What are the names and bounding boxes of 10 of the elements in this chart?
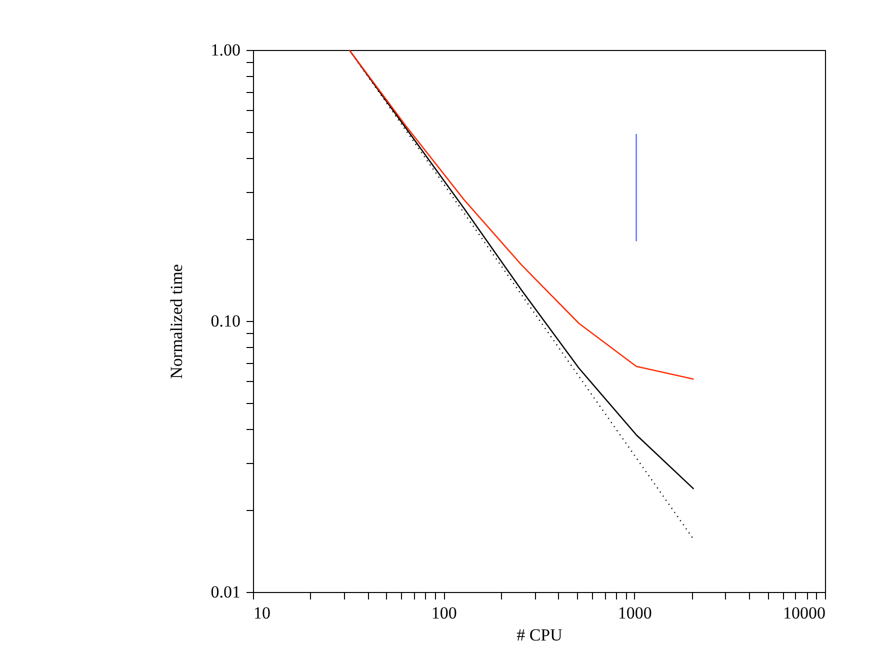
y-tick-label: 0.01 — [210, 582, 240, 602]
x-tick-label: 10000 — [783, 604, 826, 622]
line-series — [348, 49, 694, 380]
x-axis-title: # CPU — [516, 626, 562, 644]
y-axis-title: Normalized time — [166, 264, 186, 379]
x-tick-label: 1000 — [618, 604, 652, 622]
x-tick-label: 100 — [431, 604, 457, 622]
y-tick-label: 0.10 — [210, 312, 240, 330]
x-tick-label: 10 — [254, 604, 270, 622]
y-tick-label: 1.00 — [210, 40, 240, 60]
